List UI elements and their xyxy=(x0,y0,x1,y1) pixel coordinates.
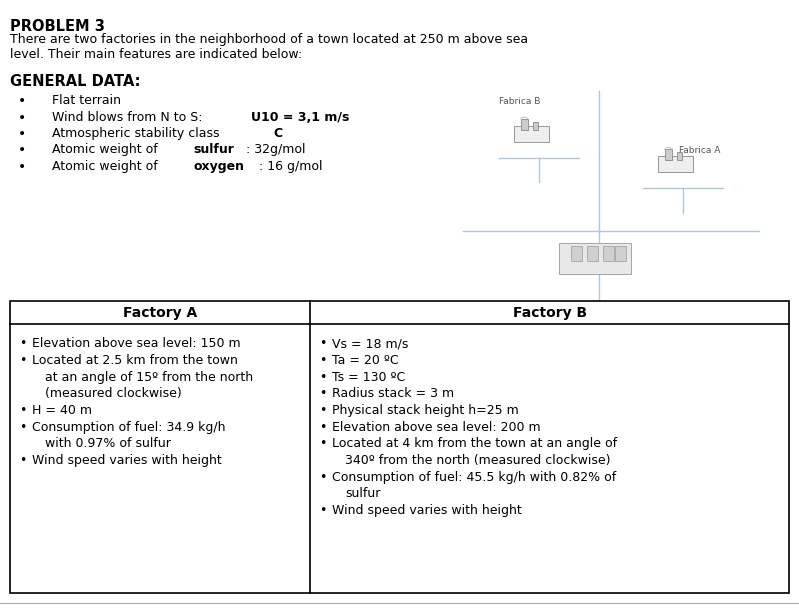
Text: C: C xyxy=(273,127,282,140)
Text: Consumption of fuel: 34.9 kg/h: Consumption of fuel: 34.9 kg/h xyxy=(32,421,225,434)
Bar xyxy=(533,122,539,130)
Text: •: • xyxy=(320,471,327,483)
Text: •: • xyxy=(320,354,327,367)
Text: •: • xyxy=(19,421,26,434)
Text: •: • xyxy=(18,127,26,141)
Text: •: • xyxy=(320,404,327,417)
Bar xyxy=(559,243,631,274)
Text: Atmospheric stability class: Atmospheric stability class xyxy=(52,127,224,140)
Text: PROBLEM 3: PROBLEM 3 xyxy=(10,19,105,35)
Text: Consumption of fuel: 45.5 kg/h with 0.82% of: Consumption of fuel: 45.5 kg/h with 0.82… xyxy=(332,471,617,483)
Text: H = 40 m: H = 40 m xyxy=(32,404,92,417)
Text: •: • xyxy=(320,504,327,517)
Text: •: • xyxy=(320,337,327,350)
Text: Ta = 20 ºC: Ta = 20 ºC xyxy=(332,354,399,367)
Text: Vs = 18 m/s: Vs = 18 m/s xyxy=(332,337,409,350)
Text: •: • xyxy=(320,387,327,400)
Text: U10 = 3,1 m/s: U10 = 3,1 m/s xyxy=(252,111,350,123)
Text: Factory B: Factory B xyxy=(513,305,586,320)
Text: Fabrica A: Fabrica A xyxy=(679,146,721,155)
Text: 340º from the north (measured clockwise): 340º from the north (measured clockwise) xyxy=(345,454,610,467)
Text: •: • xyxy=(18,111,26,125)
Text: Flat terrain: Flat terrain xyxy=(52,94,121,107)
Text: There are two factories in the neighborhood of a town located at 250 m above sea: There are two factories in the neighborh… xyxy=(10,33,527,46)
Text: •: • xyxy=(320,437,327,451)
Text: Wind blows from N to S:: Wind blows from N to S: xyxy=(52,111,206,123)
Text: •: • xyxy=(18,94,26,108)
Text: Located at 2.5 km from the town: Located at 2.5 km from the town xyxy=(32,354,238,367)
Text: •: • xyxy=(18,143,26,157)
Text: Fabrica B: Fabrica B xyxy=(499,97,541,106)
Bar xyxy=(615,246,626,261)
Text: at an angle of 15º from the north: at an angle of 15º from the north xyxy=(45,371,252,384)
Text: level. Their main features are indicated below:: level. Their main features are indicated… xyxy=(10,48,302,61)
Text: Radius stack = 3 m: Radius stack = 3 m xyxy=(332,387,455,400)
Text: •: • xyxy=(320,421,327,434)
Text: GENERAL DATA:: GENERAL DATA: xyxy=(10,74,140,89)
Text: Located at 4 km from the town at an angle of: Located at 4 km from the town at an angl… xyxy=(332,437,618,451)
Text: sulfur: sulfur xyxy=(345,487,380,500)
Bar xyxy=(521,119,528,130)
Text: with 0.97% of sulfur: with 0.97% of sulfur xyxy=(45,437,171,451)
Text: •: • xyxy=(320,371,327,384)
Text: sulfur: sulfur xyxy=(193,143,234,156)
Text: •: • xyxy=(18,160,26,174)
Text: Atomic weight of: Atomic weight of xyxy=(52,143,161,156)
Bar xyxy=(571,246,582,261)
Text: : 32g/mol: : 32g/mol xyxy=(246,143,306,156)
Text: •: • xyxy=(19,404,26,417)
Text: Elevation above sea level: 200 m: Elevation above sea level: 200 m xyxy=(332,421,541,434)
Text: Ts = 130 ºC: Ts = 130 ºC xyxy=(332,371,406,384)
Text: : 16 g/mol: : 16 g/mol xyxy=(260,160,323,173)
Bar xyxy=(10,301,789,593)
Bar xyxy=(665,150,672,160)
Bar xyxy=(587,246,598,261)
Text: Wind speed varies with height: Wind speed varies with height xyxy=(332,504,522,517)
Text: •: • xyxy=(19,354,26,367)
Text: Factory A: Factory A xyxy=(123,305,197,320)
Bar xyxy=(658,156,693,172)
Bar xyxy=(514,126,549,142)
Text: Atomic weight of: Atomic weight of xyxy=(52,160,161,173)
Text: Elevation above sea level: 150 m: Elevation above sea level: 150 m xyxy=(32,337,240,350)
Text: •: • xyxy=(19,454,26,467)
Text: Physical stack height h=25 m: Physical stack height h=25 m xyxy=(332,404,519,417)
Text: oxygen: oxygen xyxy=(193,160,244,173)
Bar xyxy=(603,246,614,261)
Bar xyxy=(677,152,682,160)
Text: Wind speed varies with height: Wind speed varies with height xyxy=(32,454,221,467)
Text: •: • xyxy=(19,337,26,350)
Text: (measured clockwise): (measured clockwise) xyxy=(45,387,181,400)
